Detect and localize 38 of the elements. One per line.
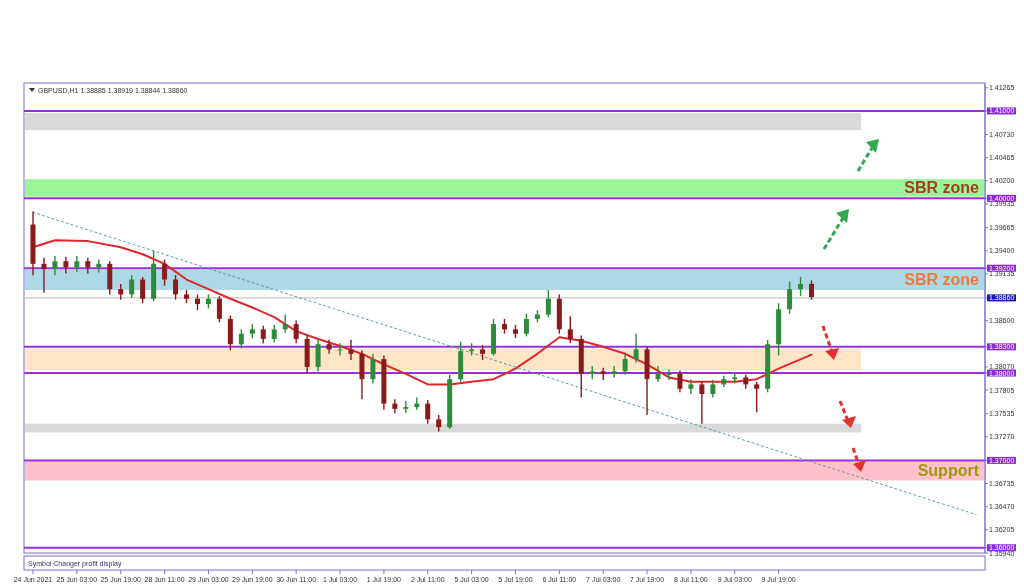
candlestick bbox=[337, 342, 343, 357]
candlestick bbox=[425, 399, 431, 425]
candlestick bbox=[173, 274, 179, 301]
band-label: SBR zone bbox=[904, 178, 980, 196]
candlestick bbox=[216, 295, 222, 324]
candlestick bbox=[622, 353, 628, 376]
candlestick bbox=[41, 257, 47, 294]
candlestick bbox=[633, 333, 639, 364]
candlestick bbox=[392, 398, 398, 414]
candlestick bbox=[688, 378, 694, 395]
band-label: Support bbox=[917, 461, 980, 479]
candlestick bbox=[315, 339, 321, 372]
candlestick bbox=[282, 313, 288, 334]
candlestick bbox=[567, 315, 573, 345]
candlestick bbox=[754, 381, 760, 414]
candlestick bbox=[370, 353, 376, 385]
candlestick bbox=[655, 365, 661, 383]
candlestick bbox=[140, 276, 146, 304]
candlestick bbox=[611, 365, 617, 379]
candlestick bbox=[545, 289, 551, 318]
candlestick bbox=[348, 339, 354, 361]
band-label: SBR zone bbox=[904, 270, 980, 288]
candlestick bbox=[162, 258, 168, 287]
candlestick bbox=[699, 380, 705, 425]
candlestick bbox=[677, 369, 683, 393]
candlestick bbox=[238, 328, 244, 350]
candlestick bbox=[326, 339, 332, 355]
candlestick bbox=[523, 312, 529, 338]
candlestick bbox=[809, 279, 815, 301]
candlestick bbox=[403, 400, 409, 414]
candlestick bbox=[293, 319, 299, 345]
candlestick bbox=[600, 367, 606, 381]
candlestick bbox=[74, 255, 80, 273]
candlestick bbox=[129, 274, 135, 299]
candlestick bbox=[798, 276, 804, 297]
candlestick bbox=[52, 255, 58, 276]
candlestick bbox=[666, 368, 672, 381]
candlestick bbox=[787, 280, 793, 315]
